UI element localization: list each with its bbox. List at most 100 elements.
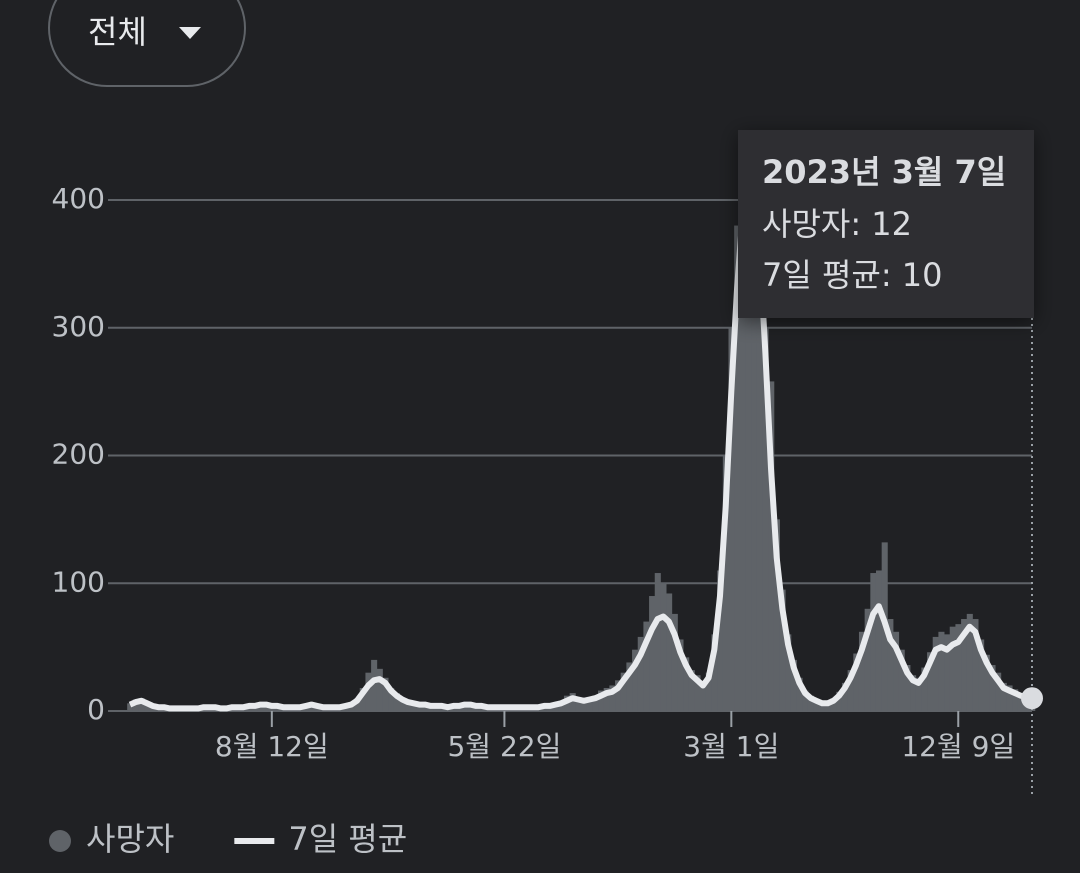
bar <box>864 608 871 711</box>
dropdown[interactable]: 전체 <box>48 0 246 87</box>
bar <box>983 654 990 711</box>
bar <box>399 698 406 711</box>
bar <box>711 634 718 711</box>
x-tick-label: 5월 22일 <box>447 730 561 763</box>
y-tick-label: 400 <box>52 182 105 215</box>
bar <box>853 653 860 711</box>
bar <box>904 665 911 711</box>
bar <box>813 699 820 711</box>
bar <box>728 327 735 711</box>
y-tick-label: 0 <box>87 693 105 726</box>
legend-item: 사망자 <box>49 820 174 858</box>
bar <box>944 634 951 711</box>
bar <box>796 677 803 711</box>
bar <box>393 693 400 711</box>
bar <box>700 682 707 711</box>
bar <box>819 702 826 711</box>
bar <box>592 695 599 711</box>
bar <box>637 636 644 711</box>
bar <box>887 619 894 711</box>
bar <box>1012 689 1019 711</box>
legend-label: 7일 평균 <box>288 820 407 858</box>
bar <box>654 573 661 711</box>
bar <box>921 667 928 711</box>
tooltip-line: 7일 평균: 10 <box>762 256 943 294</box>
legend-swatch <box>49 830 71 852</box>
dropdown-border[interactable] <box>48 0 246 87</box>
bar <box>598 690 605 711</box>
bar <box>734 225 741 712</box>
x-tick-label: 3월 1일 <box>683 730 779 763</box>
bar <box>1017 693 1024 711</box>
bar <box>705 672 712 711</box>
bar <box>1000 682 1007 711</box>
bar <box>961 619 968 711</box>
bar <box>660 583 667 711</box>
bar <box>671 613 678 711</box>
dropdown-arrow[interactable] <box>179 27 201 39</box>
bar <box>694 675 701 711</box>
bar <box>603 688 610 711</box>
bar <box>870 573 877 711</box>
bar <box>949 626 956 711</box>
hover-point <box>1021 687 1043 710</box>
bar <box>910 675 917 711</box>
bar <box>683 657 690 711</box>
bar <box>609 685 616 711</box>
bar <box>620 672 627 711</box>
bar <box>802 690 809 711</box>
bar <box>995 672 1002 711</box>
bar <box>751 161 758 712</box>
bar <box>626 662 633 711</box>
bar <box>1006 685 1013 711</box>
bar <box>410 702 417 711</box>
x-tick-label: 12월 9일 <box>901 730 1015 763</box>
bar <box>972 619 979 711</box>
bar <box>586 696 593 711</box>
legend-label: 사망자 <box>86 820 174 858</box>
bar <box>932 636 939 711</box>
bar <box>354 698 361 711</box>
bar <box>632 649 639 711</box>
plot-area <box>127 150 1036 712</box>
bar <box>893 631 900 711</box>
bar <box>773 519 780 711</box>
bar <box>405 700 412 711</box>
bar <box>371 659 378 711</box>
bar <box>841 682 849 711</box>
bar <box>365 672 372 711</box>
bar <box>382 677 389 711</box>
tooltip-title: 2023년 3월 7일 <box>762 153 1006 191</box>
bar <box>388 688 395 711</box>
y-tick-label: 200 <box>52 438 105 471</box>
bar <box>615 680 622 711</box>
bar <box>127 703 134 711</box>
bar <box>376 668 383 711</box>
bar <box>966 613 973 711</box>
y-tick-label: 100 <box>52 565 105 598</box>
bar <box>955 624 962 711</box>
average-line <box>128 190 1033 712</box>
bar <box>768 381 775 711</box>
x-tick-label: 8월 12일 <box>215 730 329 763</box>
bar <box>824 702 832 711</box>
dropdown-label[interactable]: 전체 <box>88 13 147 51</box>
tooltip-line: 사망자: 12 <box>762 205 912 243</box>
bar <box>666 593 673 711</box>
bar <box>762 327 769 711</box>
bar <box>779 589 786 711</box>
bar <box>858 631 866 711</box>
bar <box>756 212 763 711</box>
bar <box>575 696 582 711</box>
bar <box>989 665 996 711</box>
bar <box>739 174 746 711</box>
bar <box>836 691 843 711</box>
y-tick-label: 300 <box>52 310 105 343</box>
bar <box>649 596 656 711</box>
bar <box>978 639 985 711</box>
grid: 0 100 200 300 400 8월 12일 5월 22일 3월 1일 12월 9일 <box>52 182 1032 763</box>
